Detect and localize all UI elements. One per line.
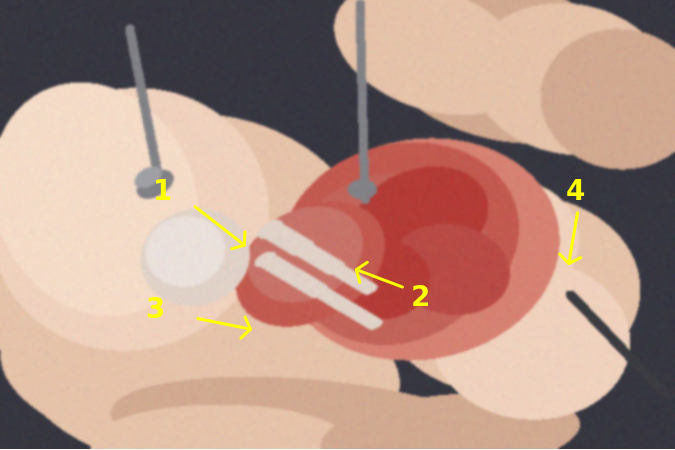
Text: 1: 1 <box>153 178 173 206</box>
Text: 4: 4 <box>565 178 585 206</box>
Text: 2: 2 <box>410 284 430 312</box>
Text: 3: 3 <box>145 296 165 324</box>
